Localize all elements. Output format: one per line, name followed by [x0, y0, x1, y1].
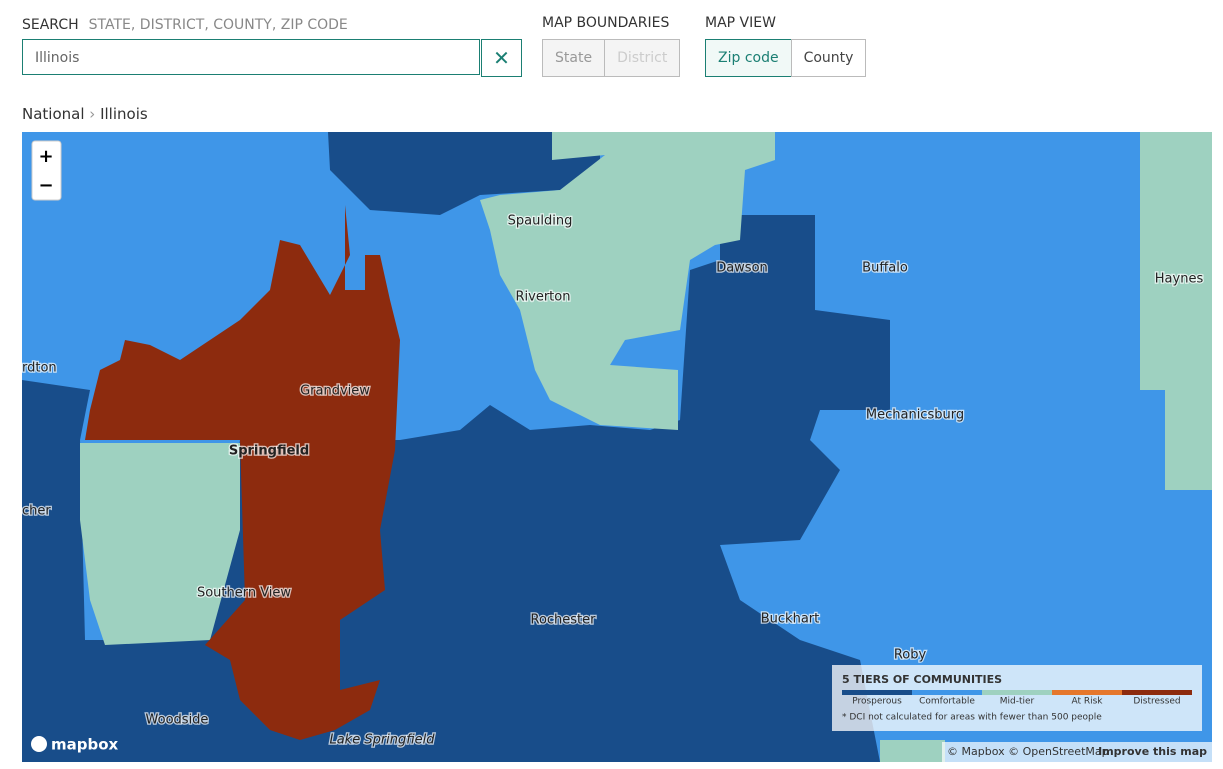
region [80, 443, 240, 645]
legend-swatch [1052, 690, 1122, 695]
place-label: Roby [894, 648, 927, 663]
search-label-text: SEARCH [22, 17, 79, 33]
attribution-bg [942, 742, 1212, 762]
region [480, 132, 775, 430]
place-label: Riverton [516, 290, 571, 305]
map[interactable]: + − 5 TIERS OF COMMUNITIES * DCI not cal… [22, 132, 1212, 762]
zoom-in[interactable]: + [38, 146, 53, 167]
logo: mapbox [51, 736, 119, 754]
legend-note: * DCI not calculated for areas with fewe… [842, 713, 1102, 723]
search-hint: STATE, DISTRICT, COUNTY, ZIP CODE [88, 17, 348, 33]
place-label: Woodside [146, 713, 209, 728]
legend-swatch [1122, 690, 1192, 695]
attribution[interactable]: © Mapbox © OpenStreetMap [947, 745, 1109, 758]
legend-label: Prosperous [852, 697, 902, 707]
region [328, 132, 600, 215]
search-label: SEARCH STATE, DISTRICT, COUNTY, ZIP CODE [22, 17, 348, 33]
legend-swatch [842, 690, 912, 695]
crumb[interactable]: National [22, 105, 85, 123]
boundaries-group: State District [542, 39, 681, 77]
legend-swatch [912, 690, 982, 695]
legend-label: At Risk [1071, 697, 1103, 707]
legend-swatch [982, 690, 1052, 695]
view-label: MAP VIEW [705, 15, 776, 31]
place-label: cher [22, 504, 51, 519]
region [1140, 132, 1212, 490]
region [880, 740, 945, 762]
boundaries-label: MAP BOUNDARIES [542, 15, 670, 31]
improve-link[interactable]: Improve this map [1098, 745, 1207, 758]
clear-button[interactable]: ✕ [481, 39, 522, 77]
place-label: Rochester [531, 613, 597, 628]
place-label: Buffalo [862, 261, 908, 276]
breadcrumb: National › Illinois [22, 105, 148, 123]
region [85, 205, 400, 740]
crumb-separator: › [89, 105, 96, 123]
search-input[interactable]: Illinois [22, 39, 480, 75]
place-label: Spaulding [508, 214, 573, 229]
view-group: Zip code County [705, 39, 867, 77]
legend-title: 5 TIERS OF COMMUNITIES [842, 673, 1002, 686]
boundary-button: District [604, 39, 681, 77]
boundary-button: State [542, 39, 606, 77]
place-label: Buckhart [761, 612, 819, 627]
legend-label: Comfortable [919, 697, 975, 707]
place-label: rdton [22, 361, 57, 376]
place-label: Mechanicsburg [866, 408, 964, 423]
crumb: Illinois [100, 105, 148, 123]
place-label: Springfield [229, 444, 309, 459]
view-button[interactable]: Zip code [705, 39, 792, 77]
view-button[interactable]: County [790, 39, 867, 77]
legend-label: Distressed [1133, 697, 1180, 707]
place-label: Dawson [716, 261, 768, 276]
place-label: Lake Springfield [329, 733, 435, 748]
zoom-out[interactable]: − [38, 175, 53, 196]
legend-label: Mid-tier [1000, 697, 1035, 707]
place-label: Grandview [300, 384, 370, 399]
legend [832, 665, 1202, 731]
place-label: Haynes [1155, 272, 1204, 287]
zoom-control [31, 140, 62, 201]
place-label: Southern View [197, 586, 291, 601]
logo-icon [31, 736, 47, 752]
